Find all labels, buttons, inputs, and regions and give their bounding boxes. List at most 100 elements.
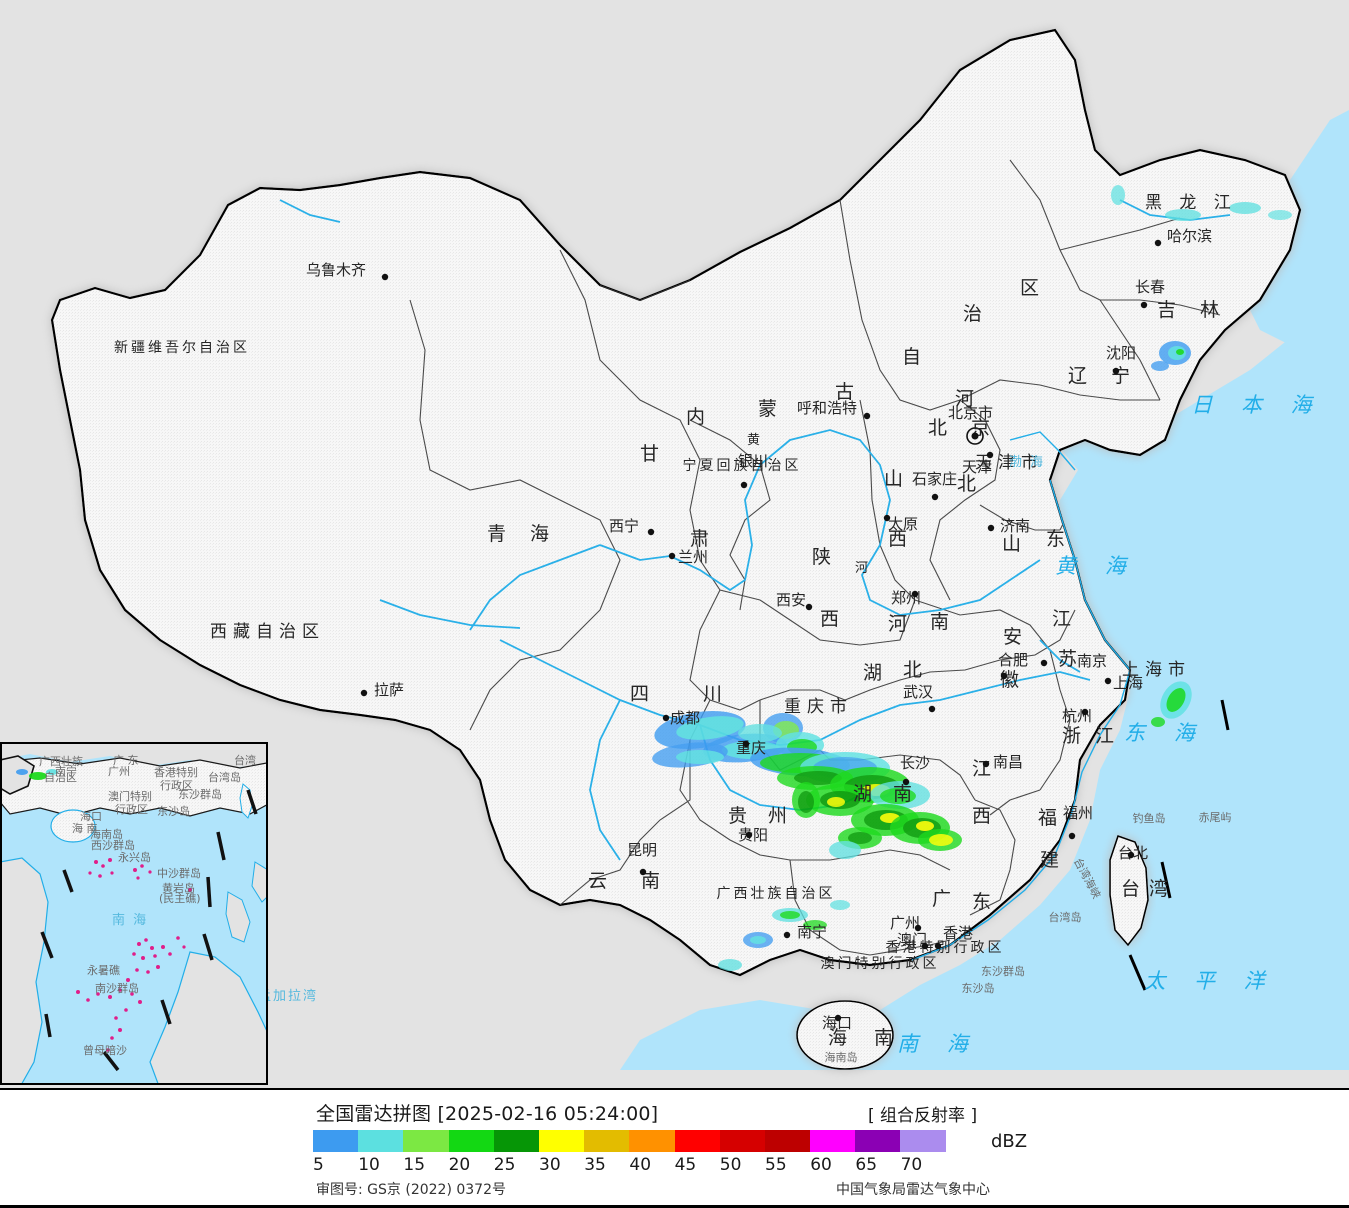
province-label-41: 云 — [588, 870, 616, 892]
colorbar-swatch-50[interactable] — [719, 1130, 765, 1152]
city-label-22: 重庆 — [736, 739, 766, 757]
tick-10: 10 — [358, 1155, 380, 1175]
province-label-43: 广西壮族自治区 — [717, 886, 836, 902]
province-label-7: 古 — [835, 381, 863, 403]
city-label-33: 沈阳 — [1106, 344, 1136, 362]
city-label-4: 银川 — [738, 452, 768, 470]
tick-45: 45 — [674, 1155, 697, 1175]
province-label-56: 上海市 — [1122, 660, 1191, 680]
city-label-13: 合肥 — [998, 651, 1028, 669]
province-label-9: 治 — [963, 303, 991, 325]
city-dot-10 — [987, 524, 995, 532]
province-label-49: 黑 龙 江 — [1145, 193, 1237, 213]
province-label-23: 徽 — [1000, 669, 1028, 691]
island-label-1: 赤尾屿 — [1199, 811, 1232, 824]
tick-35: 35 — [584, 1155, 606, 1175]
province-label-40: 州 — [768, 805, 796, 827]
tick-40: 40 — [629, 1155, 652, 1175]
colorbar-swatch-20[interactable] — [448, 1130, 494, 1152]
colorbar-swatch-45[interactable] — [674, 1130, 720, 1152]
issuing-agency: 中国气象局雷达气象中心 — [836, 1182, 990, 1198]
colorbar-swatch-35[interactable] — [584, 1130, 630, 1152]
province-label-5: 内 — [686, 406, 714, 428]
sea-label-6: 孟加拉湾 — [258, 988, 318, 1004]
city-dot-26 — [914, 924, 922, 932]
province-label-29: 南 — [893, 783, 921, 805]
colorbar-swatch-60[interactable] — [810, 1130, 856, 1152]
boundary-dash-marks — [1128, 699, 1230, 991]
colorbar-swatch-70[interactable] — [900, 1130, 946, 1152]
colorbar-swatch-15[interactable] — [403, 1130, 449, 1152]
legend-mode-label: [ 组合反射率 ] — [868, 1106, 978, 1126]
city-label-15: 上海 — [1113, 674, 1143, 692]
province-label-11: 宁夏回族自治区 — [683, 457, 802, 474]
province-label-28: 湖 — [853, 783, 881, 805]
city-dot-5 — [863, 412, 871, 420]
tick-65: 65 — [855, 1155, 878, 1175]
tick-50: 50 — [719, 1155, 742, 1175]
city-dot-24 — [639, 868, 647, 876]
city-dot-9 — [883, 514, 891, 522]
province-label-53: 澳门特别行政区 — [821, 956, 940, 972]
dbz-colorbar[interactable] — [313, 1130, 946, 1152]
echo-south-hunan — [829, 804, 962, 859]
river-label-0: 黄 — [747, 433, 760, 448]
colorbar-swatch-30[interactable] — [538, 1130, 585, 1152]
province-label-47: 南 — [874, 1027, 902, 1049]
city-label-3: 兰州 — [678, 548, 708, 566]
province-label-52: 香港特别行政区 — [886, 940, 1005, 956]
colorbar-swatch-65[interactable] — [855, 1130, 901, 1152]
city-dot-20 — [902, 778, 910, 786]
province-label-27: 北 — [903, 659, 931, 681]
province-label-24: 江 — [1052, 608, 1080, 630]
echo-guangxi — [718, 900, 850, 971]
colorbar-swatch-10[interactable] — [358, 1130, 404, 1152]
province-label-44: 广 — [932, 888, 960, 910]
city-dot-33 — [1112, 367, 1120, 375]
province-label-14: 山 — [884, 468, 912, 490]
city-dot-19 — [928, 705, 936, 713]
city-dot-22 — [742, 740, 750, 748]
island-label-2: 台湾岛 — [1049, 910, 1082, 924]
city-label-6: 北京市 — [948, 404, 993, 422]
city-label-2: 西宁 — [609, 517, 639, 535]
city-label-24: 昆明 — [627, 841, 657, 859]
colorbar-swatch-55[interactable] — [764, 1130, 811, 1152]
radar-echo-sea-layer — [1151, 681, 1192, 727]
south-china-sea-inset[interactable]: 广西壮族 自治区广 东广州 南宁 香港特别 行政区 澳门特别 行政区 台湾 台湾岛 东沙群岛 东沙岛… — [0, 742, 268, 1085]
city-label-18: 福州 — [1063, 804, 1093, 822]
province-label-42: 南 — [641, 870, 669, 892]
province-label-13: 西 — [820, 608, 848, 630]
city-dot-4 — [740, 481, 748, 489]
city-dot-8 — [931, 493, 939, 501]
colorbar-swatch-5[interactable] — [313, 1130, 359, 1152]
river-labels: 黄河 — [747, 433, 868, 576]
province-label-45: 东 — [972, 891, 1000, 913]
reef-clusters — [76, 858, 192, 1052]
sea-label-1: 黄 海 — [1055, 554, 1137, 578]
province-label-46: 海 — [828, 1027, 856, 1049]
colorbar-swatch-25[interactable] — [493, 1130, 539, 1152]
province-label-35: 建 — [1040, 849, 1068, 871]
province-label-25: 苏 — [1058, 648, 1086, 670]
sea-label-0: 日 本 海 — [1191, 393, 1322, 417]
province-label-19: 东 — [1046, 528, 1074, 550]
city-dot-28 — [921, 942, 929, 950]
echo-northeast — [1111, 185, 1292, 371]
city-label-5: 呼和浩特 — [797, 399, 857, 417]
river-label-1: 河 — [855, 561, 868, 576]
province-label-0: 新疆维吾尔自治区 — [114, 340, 250, 356]
colorbar-swatch-40[interactable] — [629, 1130, 675, 1152]
inset-echo — [16, 769, 58, 780]
province-label-15: 西 — [888, 528, 916, 550]
china-radar-map[interactable]: 新疆维吾尔自治区 西藏自治区青 海甘肃内蒙古区治自宁夏回族自治区陕西山西河北山东河… — [0, 0, 1349, 1088]
province-label-38: 重庆市 — [784, 697, 853, 717]
legend-title: 全国雷达拼图 [2025-02-16 05:24:00] — [316, 1103, 659, 1125]
city-dot-31 — [1154, 239, 1162, 247]
city-label-28: 澳门 — [897, 931, 927, 949]
city-label-26: 广州 — [890, 914, 920, 932]
city-dot-32 — [1140, 301, 1148, 309]
province-label-37: 川 — [703, 683, 731, 705]
